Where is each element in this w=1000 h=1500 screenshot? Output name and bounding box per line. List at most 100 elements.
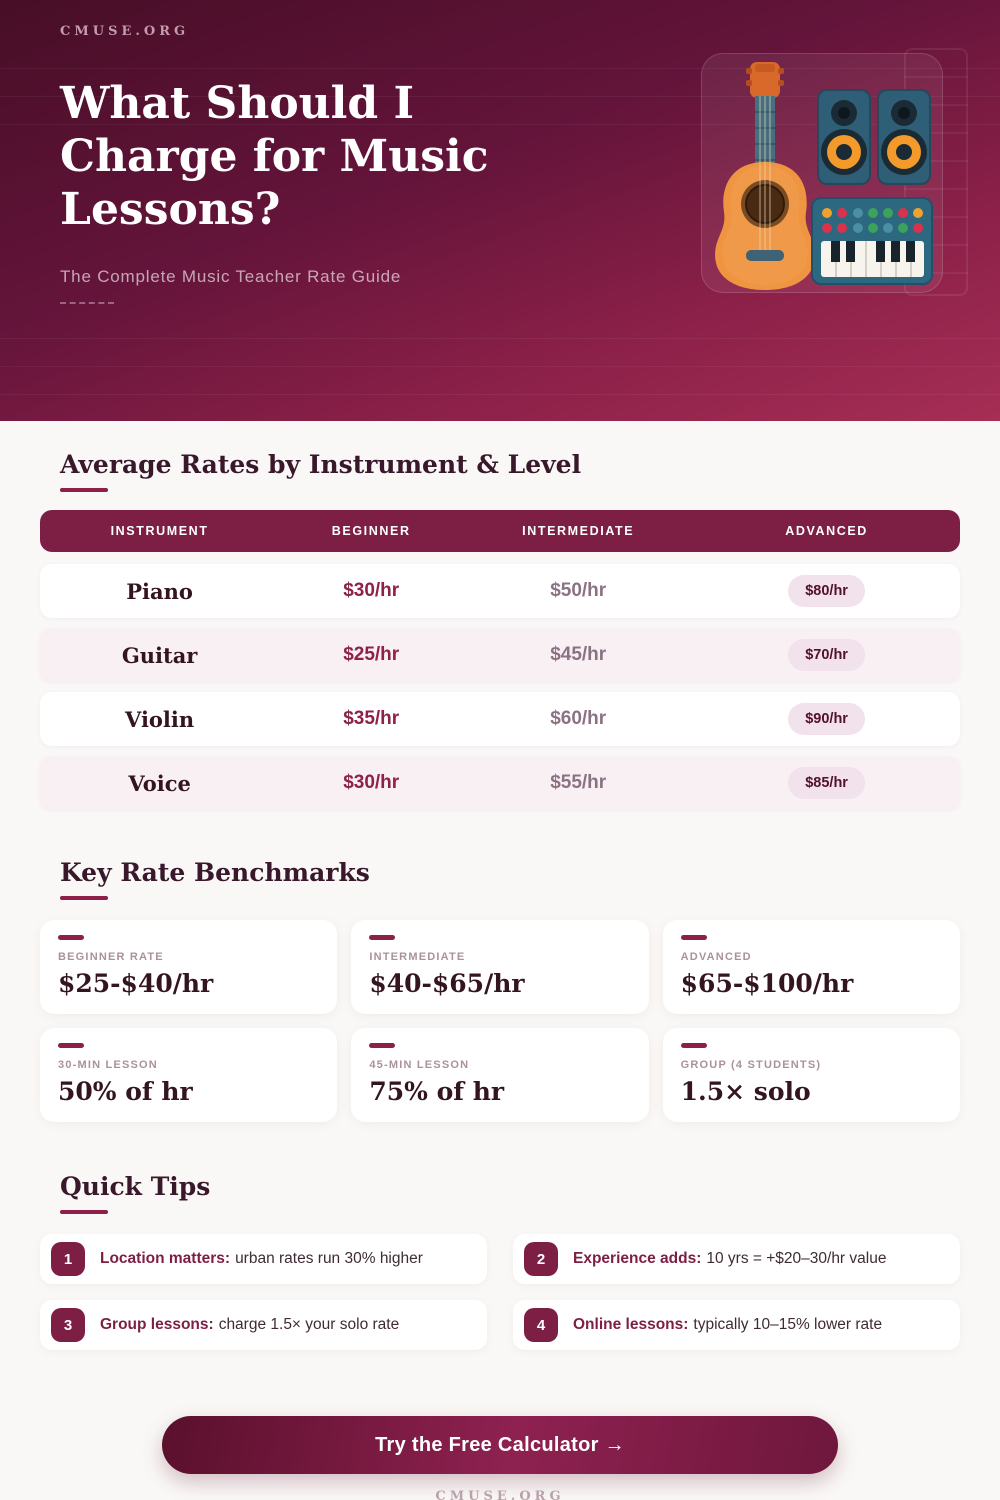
benchmark-label: ADVANCED: [680, 951, 752, 963]
advanced-rate-cell: $70/hr: [693, 639, 960, 671]
benchmark-label: INTERMEDIATE: [369, 951, 466, 963]
tip-number-badge: 4: [524, 1308, 558, 1342]
tip-card: 4 Online lessons: typically 10–15% lower…: [513, 1300, 960, 1350]
staff-line: [0, 338, 1000, 339]
advanced-rate-cell: $90/hr: [693, 703, 960, 735]
footer-brand: CMUSE.ORG: [435, 1489, 565, 1500]
table-row: Voice $30/hr $55/hr $85/hr: [40, 756, 960, 810]
beginner-rate-cell: $35/hr: [343, 708, 400, 729]
heading-underline: [60, 1210, 108, 1214]
tips-heading: Quick Tips: [60, 1172, 211, 1201]
beginner-rate-cell: $30/hr: [343, 580, 400, 601]
table-row: Piano $30/hr $50/hr $80/hr: [40, 564, 960, 618]
benchmark-card: BEGINNER RATE $25-$40/hr: [40, 920, 338, 1014]
card-accent-dash: [369, 935, 396, 940]
rates-table: INSTRUMENT BEGINNER INTERMEDIATE ADVANCE…: [40, 510, 960, 810]
benchmark-label: 30-MIN LESSON: [58, 1059, 158, 1071]
page-title: What Should I Charge for Music Lessons?: [60, 77, 620, 237]
staff-line: [0, 366, 1000, 367]
benchmark-label: 45-MIN LESSON: [369, 1059, 470, 1071]
instrument-cell: Guitar: [121, 642, 198, 668]
benchmarks-section: Key Rate Benchmarks BEGINNER RATE $25-$4…: [0, 858, 1000, 1122]
page-subtitle: The Complete Music Teacher Rate Guide: [60, 266, 402, 286]
staff-line: [0, 68, 1000, 69]
card-accent-dash: [680, 1043, 707, 1048]
benchmark-value: $40-$65/hr: [369, 969, 525, 998]
subtitle-divider: [60, 301, 114, 304]
page-title-line: Charge for Music: [60, 131, 489, 183]
benchmark-value: $65-$100/hr: [680, 969, 854, 998]
music-gear-illustration: [701, 53, 943, 293]
benchmark-card: 45-MIN LESSON 75% of hr: [351, 1028, 649, 1122]
staff-line: [0, 96, 1000, 97]
tip-label: Group lessons:: [100, 1316, 214, 1333]
benchmarks-heading: Key Rate Benchmarks: [60, 858, 370, 887]
advanced-rate-pill: $90/hr: [788, 703, 865, 735]
intermediate-rate-cell: $60/hr: [550, 708, 607, 729]
advanced-rate-cell: $80/hr: [693, 575, 960, 607]
tip-card: 3 Group lessons: charge 1.5× your solo r…: [40, 1300, 487, 1350]
card-accent-dash: [58, 935, 84, 940]
card-accent-dash: [680, 935, 707, 940]
rates-section: Average Rates by Instrument & Level INST…: [0, 450, 1000, 810]
benchmark-card: INTERMEDIATE $40-$65/hr: [351, 920, 649, 1014]
tip-label: Online lessons:: [573, 1316, 689, 1333]
tip-number-badge: 2: [524, 1242, 558, 1276]
table-row: Guitar $25/hr $45/hr $70/hr: [40, 628, 960, 682]
tip-number-badge: 1: [51, 1242, 85, 1276]
hero-banner: CMUSE.ORG What Should I Charge for Music…: [0, 0, 1000, 421]
tip-text: 10 yrs = +$20–30/hr value: [706, 1250, 887, 1267]
music-gear-illustration-svg: [715, 62, 933, 290]
benchmark-card: ADVANCED $65-$100/hr: [662, 920, 960, 1014]
tip-number-badge: 3: [51, 1308, 85, 1342]
page-title-line: What Should I: [60, 78, 415, 129]
advanced-rate-pill: $70/hr: [788, 639, 865, 671]
advanced-rate-cell: $85/hr: [693, 767, 960, 799]
heading-underline: [60, 488, 108, 492]
instrument-cell: Piano: [126, 578, 193, 604]
benchmark-label: BEGINNER RATE: [58, 951, 164, 963]
cta-area: Try the Free Calculator →: [0, 1416, 1000, 1474]
tip-label: Experience adds:: [573, 1250, 702, 1267]
page-title-line: Lessons?: [60, 184, 281, 236]
benchmark-value: 50% of hr: [58, 1077, 193, 1106]
benchmark-card: 30-MIN LESSON 50% of hr: [40, 1028, 338, 1122]
tip-text: urban rates run 30% higher: [235, 1250, 423, 1267]
benchmark-label: GROUP (4 STUDENTS): [680, 1059, 822, 1071]
tip-text: typically 10–15% lower rate: [693, 1316, 883, 1333]
table-row: Violin $35/hr $60/hr $90/hr: [40, 692, 960, 746]
beginner-rate-cell: $25/hr: [343, 644, 400, 665]
tip-text: charge 1.5× your solo rate: [218, 1316, 400, 1333]
rates-heading: Average Rates by Instrument & Level: [60, 450, 582, 479]
card-accent-dash: [58, 1043, 84, 1048]
column-header-intermediate: INTERMEDIATE: [522, 524, 635, 538]
tips-section: Quick Tips 1 Location matters: urban rat…: [0, 1172, 1000, 1350]
benchmark-card: GROUP (4 STUDENTS) 1.5× solo: [662, 1028, 960, 1122]
benchmark-value: 75% of hr: [369, 1077, 505, 1106]
card-accent-dash: [369, 1043, 396, 1048]
rates-table-header: INSTRUMENT BEGINNER INTERMEDIATE ADVANCE…: [40, 510, 960, 552]
intermediate-rate-cell: $45/hr: [550, 644, 607, 665]
free-calculator-button[interactable]: Try the Free Calculator →: [162, 1416, 838, 1474]
heading-underline: [60, 896, 108, 900]
benchmark-value: 1.5× solo: [680, 1077, 811, 1106]
staff-line: [0, 394, 1000, 395]
guitar-icon: [715, 62, 815, 290]
intermediate-rate-cell: $50/hr: [550, 580, 607, 601]
tip-card: 2 Experience adds: 10 yrs = +$20–30/hr v…: [513, 1234, 960, 1284]
brand-eyebrow: CMUSE.ORG: [60, 24, 190, 39]
advanced-rate-pill: $80/hr: [788, 575, 865, 607]
speaker-icon: [877, 89, 931, 185]
column-header-instrument: INSTRUMENT: [110, 524, 209, 538]
instrument-cell: Voice: [128, 770, 191, 796]
instrument-cell: Violin: [125, 706, 195, 732]
staff-line: [0, 124, 1000, 125]
tip-label: Location matters:: [100, 1250, 231, 1267]
column-header-advanced: ADVANCED: [785, 524, 868, 538]
intermediate-rate-cell: $55/hr: [550, 772, 607, 793]
tip-card: 1 Location matters: urban rates run 30% …: [40, 1234, 487, 1284]
benchmark-value: $25-$40/hr: [58, 969, 214, 998]
advanced-rate-pill: $85/hr: [788, 767, 865, 799]
column-header-beginner: BEGINNER: [331, 524, 411, 538]
